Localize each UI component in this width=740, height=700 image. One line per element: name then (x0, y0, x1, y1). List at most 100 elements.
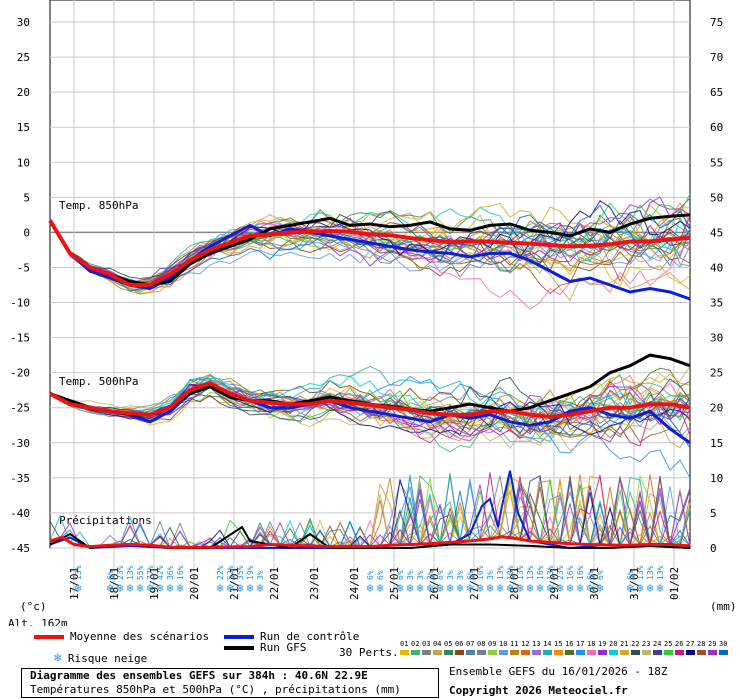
pert-swatch (708, 650, 717, 655)
snow-risk-pct: 22% (216, 565, 225, 580)
pert-number: 10 (499, 640, 508, 648)
snow-risk-pct: 13% (74, 565, 83, 580)
pert-swatch (576, 650, 585, 655)
pert-number: 16 (565, 640, 574, 648)
snow-risk-pct: 6% (586, 570, 595, 580)
snow-risk-icon: ❄ (626, 581, 633, 595)
pert-number: 03 (422, 640, 431, 648)
pert-number: 05 (444, 640, 453, 648)
pert-number: 02 (411, 640, 420, 648)
pert-swatch (686, 650, 695, 655)
pert-swatch (510, 650, 519, 655)
ensemble-info: Ensemble GEFS du 16/01/2026 - 18Z (449, 665, 668, 678)
legend-control: Run de contrôle (224, 630, 359, 643)
snow-risk-icon: ❄ (256, 581, 263, 595)
snow-risk-icon: ❄ (156, 581, 163, 595)
pert-number: 30 (719, 640, 728, 648)
pert-number: 21 (620, 640, 629, 648)
snow-risk-pct: 16% (176, 565, 185, 580)
snow-risk-icon: ❄ (496, 581, 503, 595)
snow-risk-pct: 6% (376, 570, 385, 580)
pert-number: 24 (653, 640, 662, 648)
snow-risk-icon: ❄ (126, 581, 133, 595)
snow-risk-icon: ❄ (566, 581, 573, 595)
snow-risk-pct: 6% (106, 570, 115, 580)
snow-risk-icon: ❄ (436, 581, 443, 595)
pert-member-line (49, 384, 691, 442)
right-tick-label: 35 (710, 297, 723, 310)
snow-risk-icon: ❄ (236, 581, 243, 595)
right-tick-label: 10 (710, 472, 723, 485)
snow-risk-icon: ❄ (176, 581, 183, 595)
pert-swatch (697, 650, 706, 655)
right-tick-label: 25 (710, 367, 723, 380)
legend-gfs-swatch (224, 645, 254, 650)
pert-swatch (411, 650, 420, 655)
snow-risk-pct: 10% (476, 565, 485, 580)
snow-risk-pct: 13% (646, 565, 655, 580)
pert-number: 23 (642, 640, 651, 648)
snow-risk-icon: ❄ (596, 581, 603, 595)
pert-swatch (587, 650, 596, 655)
snow-risk-icon: ❄ (446, 581, 453, 595)
pert-swatch (543, 650, 552, 655)
snow-risk-icon: ❄ (406, 581, 413, 595)
snow-risk-icon: ❄ (136, 581, 143, 595)
snow-risk-pct: 19% (246, 565, 255, 580)
pert-number: 29 (708, 640, 717, 648)
pert-member-line (49, 375, 691, 479)
snow-risk-pct: 3% (456, 570, 465, 580)
mean-line-t500 (49, 381, 691, 419)
legend-perts-label: 30 Perts. (339, 646, 399, 659)
pert-number: 09 (488, 640, 497, 648)
snow-risk-icon: ❄ (536, 581, 543, 595)
pert-member-line (49, 196, 691, 285)
pert-swatch (642, 650, 651, 655)
left-tick-label: 10 (17, 156, 30, 169)
snow-risk-pct: 13% (516, 565, 525, 580)
snowflake-icon: ❄ (54, 651, 62, 666)
snow-risk-icon: ❄ (456, 581, 463, 595)
snow-risk-icon: ❄ (516, 581, 523, 595)
pert-swatch (455, 650, 464, 655)
pert-swatch (609, 650, 618, 655)
snow-risk-pct: 36% (166, 565, 175, 580)
snow-risk-pct: 23% (556, 565, 565, 580)
pert-number: 07 (466, 640, 475, 648)
legend-mean: Moyenne des scénarios (34, 630, 209, 643)
pert-swatch (664, 650, 673, 655)
pert-number: 28 (697, 640, 706, 648)
snow-risk-icon: ❄ (106, 581, 113, 595)
pert-number: 18 (587, 640, 596, 648)
legend-gfs: Run GFS (224, 641, 306, 654)
snow-risk-icon: ❄ (546, 581, 553, 595)
snow-risk-pct: 35% (236, 565, 245, 580)
title-box: Diagramme des ensembles GEFS sur 384h : … (21, 668, 439, 698)
snow-risk-icon: ❄ (146, 581, 153, 595)
date-tick-label: 23/01 (308, 567, 321, 600)
pert-number: 12 (521, 640, 530, 648)
left-tick-label: 15 (17, 121, 30, 134)
snow-risk-pct: 3% (446, 570, 455, 580)
snow-risk-icon: ❄ (426, 581, 433, 595)
snow-risk-icon: ❄ (576, 581, 583, 595)
left-tick-label: -35 (10, 472, 30, 485)
date-tick-label: 24/01 (348, 567, 361, 600)
snow-risk-pct: 16% (566, 565, 575, 580)
snow-risk-pct: 77% (146, 565, 155, 580)
date-tick-label: 20/01 (188, 567, 201, 600)
right-tick-label: 5 (710, 507, 717, 520)
snow-risk-icon: ❄ (476, 581, 483, 595)
right-tick-label: 20 (710, 402, 723, 415)
pert-number: 19 (598, 640, 607, 648)
pert-number: 04 (433, 640, 442, 648)
legend-mean-label: Moyenne des scénarios (70, 630, 210, 643)
right-tick-label: 15 (710, 437, 723, 450)
right-tick-label: 75 (710, 16, 723, 29)
pert-number: 11 (510, 640, 519, 648)
legend-control-label: Run de contrôle (260, 630, 360, 643)
snow-risk-icon: ❄ (526, 581, 533, 595)
left-tick-label: -45 (10, 542, 30, 555)
snow-risk-pct: 6% (596, 570, 605, 580)
